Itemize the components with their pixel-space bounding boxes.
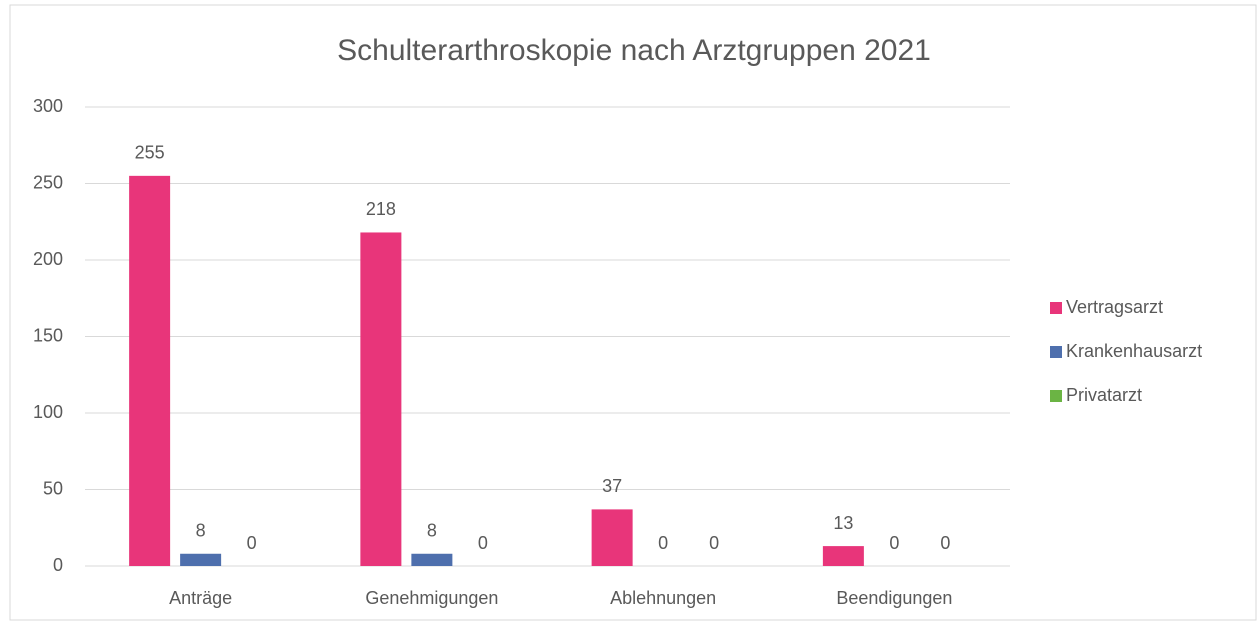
y-tick-label: 100 xyxy=(33,402,63,422)
y-tick-label: 300 xyxy=(33,96,63,116)
x-tick-label: Ablehnungen xyxy=(610,588,716,608)
chart-title: Schulterarthroskopie nach Arztgruppen 20… xyxy=(337,34,931,67)
legend-swatch xyxy=(1050,302,1062,314)
legend-label: Krankenhausarzt xyxy=(1066,341,1202,361)
x-tick-label: Beendigungen xyxy=(836,588,952,608)
data-label: 0 xyxy=(247,533,257,553)
chart-frame xyxy=(9,4,1257,621)
bar xyxy=(129,175,171,566)
legend-swatch xyxy=(1050,346,1062,358)
y-tick-label: 50 xyxy=(43,478,63,498)
data-label: 0 xyxy=(709,533,719,553)
x-tick-label: Genehmigungen xyxy=(365,588,498,608)
data-label: 13 xyxy=(833,513,853,533)
bar xyxy=(591,509,633,566)
bar xyxy=(411,553,453,566)
x-tick-label: Anträge xyxy=(169,588,232,608)
y-tick-label: 0 xyxy=(53,555,63,575)
bar xyxy=(822,546,864,566)
bar xyxy=(360,232,402,566)
y-tick-label: 150 xyxy=(33,325,63,345)
bar xyxy=(180,553,222,566)
data-label: 0 xyxy=(889,533,899,553)
data-label: 0 xyxy=(658,533,668,553)
data-label: 0 xyxy=(478,533,488,553)
legend-label: Privatarzt xyxy=(1066,385,1142,405)
data-label: 37 xyxy=(602,476,622,496)
data-label: 255 xyxy=(135,143,165,163)
legend-label: Vertragsarzt xyxy=(1066,297,1163,317)
y-tick-label: 200 xyxy=(33,249,63,269)
legend-swatch xyxy=(1050,390,1062,402)
data-label: 8 xyxy=(427,521,437,541)
data-label: 0 xyxy=(940,533,950,553)
data-label: 8 xyxy=(196,521,206,541)
data-label: 218 xyxy=(366,199,396,219)
y-tick-label: 250 xyxy=(33,172,63,192)
